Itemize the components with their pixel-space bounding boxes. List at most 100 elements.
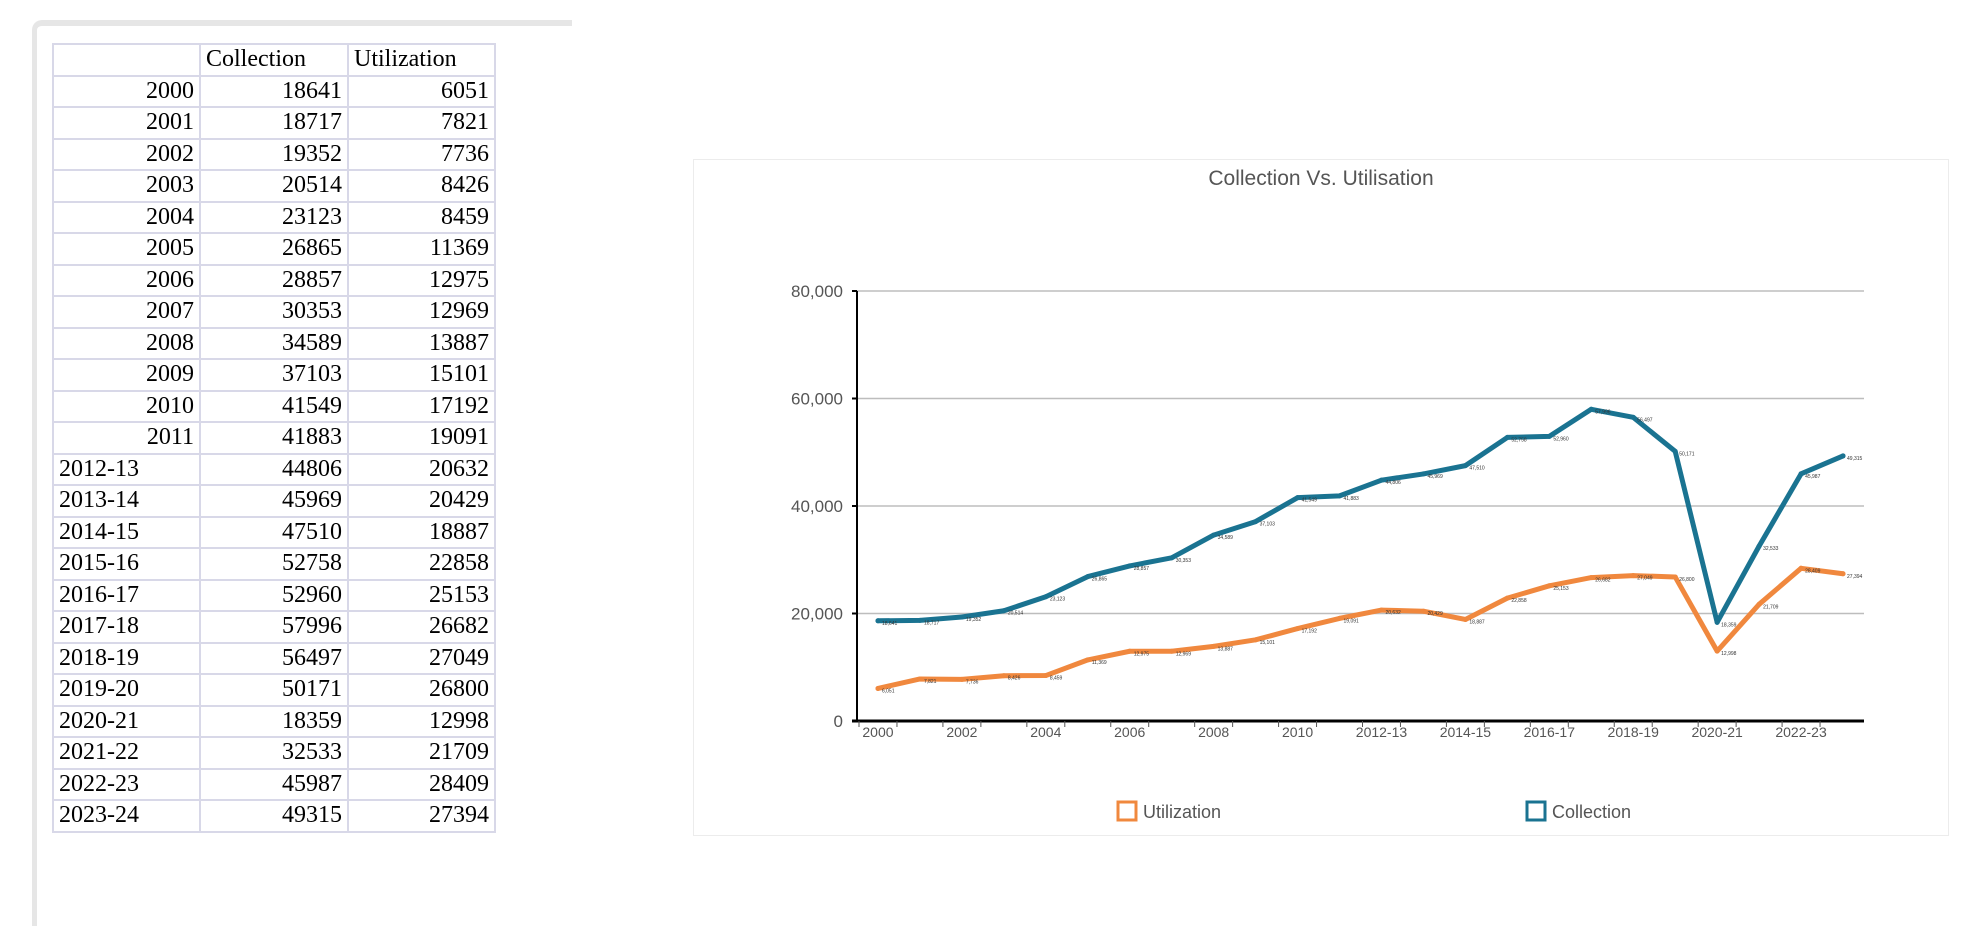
collection-cell: 45969 xyxy=(199,484,349,518)
year-cell: 2012-13 xyxy=(52,452,201,486)
data-point xyxy=(1337,615,1343,621)
data-point xyxy=(1378,607,1384,613)
data-label: 6,051 xyxy=(882,688,895,694)
year-cell: 2019-20 xyxy=(52,673,201,707)
data-point xyxy=(1714,648,1720,654)
legend-label-collection: Collection xyxy=(1552,802,1631,822)
data-point xyxy=(1756,543,1762,549)
data-point xyxy=(1001,608,1007,614)
data-label: 18,359 xyxy=(1721,622,1737,628)
collection-cell: 18359 xyxy=(199,704,349,738)
collection-cell: 52960 xyxy=(199,578,349,612)
table-row: 2012-13 44806 20632 xyxy=(52,452,496,486)
table-row: 2022-23 45987 28409 xyxy=(52,767,496,801)
data-point xyxy=(1001,673,1007,679)
data-point xyxy=(917,676,923,682)
utilization-cell: 7736 xyxy=(347,137,496,171)
data-point xyxy=(1840,571,1846,577)
line-chart: Collection Vs. Utilisation 0 20,000 40,000 6… xyxy=(791,167,1864,822)
data-label: 26,865 xyxy=(1092,577,1108,583)
data-point xyxy=(1798,565,1804,571)
collection-cell: 41549 xyxy=(199,389,349,423)
data-point xyxy=(1462,616,1468,622)
collection-cell: 18641 xyxy=(199,74,349,108)
column-header: Utilization xyxy=(347,43,496,77)
table-row: 2002 19352 7736 xyxy=(52,137,496,171)
data-point xyxy=(1672,574,1678,580)
data-point xyxy=(1630,414,1636,420)
utilization-cell: 19091 xyxy=(347,421,496,455)
table-row: 2009 37103 15101 xyxy=(52,358,496,392)
data-label: 27,394 xyxy=(1847,574,1863,580)
year-cell: 2020-21 xyxy=(52,704,201,738)
table-header-row: Collection Utilization xyxy=(52,43,496,77)
utilization-cell: 17192 xyxy=(347,389,496,423)
data-label: 45,987 xyxy=(1805,474,1821,480)
utilization-cell: 8426 xyxy=(347,169,496,203)
data-label: 52,758 xyxy=(1511,437,1527,443)
data-point xyxy=(1672,448,1678,454)
data-label: 8,426 xyxy=(1008,676,1021,682)
year-cell: 2010 xyxy=(52,389,201,423)
collection-cell: 47510 xyxy=(199,515,349,549)
collection-cell: 52758 xyxy=(199,547,349,581)
collection-cell: 30353 xyxy=(199,295,349,329)
data-point xyxy=(1211,643,1217,649)
utilization-cell: 20429 xyxy=(347,484,496,518)
data-point xyxy=(1546,583,1552,589)
data-label: 34,589 xyxy=(1218,535,1234,541)
table-row: 2000 18641 6051 xyxy=(52,74,496,108)
data-label: 28,409 xyxy=(1805,568,1821,574)
year-cell: 2000 xyxy=(52,74,201,108)
data-point xyxy=(917,617,923,623)
data-label: 47,510 xyxy=(1469,466,1485,472)
data-label: 57,996 xyxy=(1595,409,1611,415)
table-row: 2011 41883 19091 xyxy=(52,421,496,455)
data-point xyxy=(1504,434,1510,440)
year-cell: 2006 xyxy=(52,263,201,297)
utilization-cell: 26800 xyxy=(347,673,496,707)
year-cell: 2007 xyxy=(52,295,201,329)
collection-cell: 57996 xyxy=(199,610,349,644)
data-point xyxy=(1420,471,1426,477)
data-point xyxy=(1588,406,1594,412)
year-cell: 2023-24 xyxy=(52,799,201,833)
year-cell: 2022-23 xyxy=(52,767,201,801)
year-cell: 2001 xyxy=(52,106,201,140)
table-row: 2018-19 56497 27049 xyxy=(52,641,496,675)
year-cell: 2013-14 xyxy=(52,484,201,518)
year-cell: 2008 xyxy=(52,326,201,360)
data-label: 52,960 xyxy=(1553,436,1569,442)
data-point xyxy=(1798,471,1804,477)
utilization-cell: 27394 xyxy=(347,799,496,833)
utilization-cell: 13887 xyxy=(347,326,496,360)
data-point xyxy=(1504,595,1510,601)
data-point xyxy=(1295,495,1301,501)
collection-cell: 41883 xyxy=(199,421,349,455)
utilization-cell: 12975 xyxy=(347,263,496,297)
chart-container: Collection Vs. Utilisation 0 20,000 40,000 6… xyxy=(693,159,1949,836)
data-label: 15,101 xyxy=(1260,640,1276,646)
y-tick-label: 80,000 xyxy=(791,282,843,301)
year-cell: 2015-16 xyxy=(52,547,201,581)
x-tick-label: 2006 xyxy=(1114,724,1145,740)
utilization-cell: 21709 xyxy=(347,736,496,770)
y-tick-label: 20,000 xyxy=(791,605,843,624)
utilization-cell: 7821 xyxy=(347,106,496,140)
table-row: 2010 41549 17192 xyxy=(52,389,496,423)
utilization-cell: 27049 xyxy=(347,641,496,675)
data-point xyxy=(959,614,965,620)
data-label: 11,369 xyxy=(1092,660,1107,666)
year-cell: 2004 xyxy=(52,200,201,234)
data-point xyxy=(1546,433,1552,439)
collection-cell: 50171 xyxy=(199,673,349,707)
table-row: 2008 34589 13887 xyxy=(52,326,496,360)
year-cell: 2021-22 xyxy=(52,736,201,770)
data-label: 25,153 xyxy=(1553,586,1569,592)
utilization-cell: 28409 xyxy=(347,767,496,801)
collection-cell: 56497 xyxy=(199,641,349,675)
data-label: 27,049 xyxy=(1637,576,1653,582)
data-label: 20,429 xyxy=(1427,611,1443,617)
data-label: 26,800 xyxy=(1679,577,1695,583)
x-tick-label: 2012-13 xyxy=(1356,724,1408,740)
